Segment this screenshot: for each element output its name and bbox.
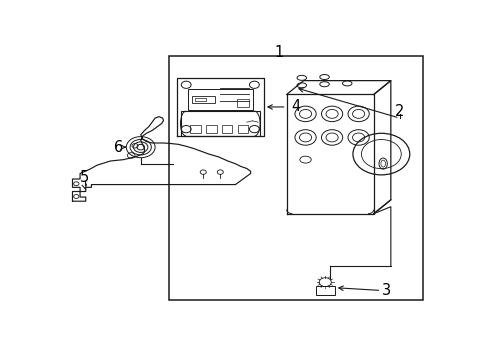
Text: 5: 5	[80, 170, 89, 185]
Text: 4: 4	[291, 99, 300, 114]
Bar	[315, 286, 334, 296]
Text: 3: 3	[381, 283, 390, 298]
Bar	[188, 89, 252, 110]
Bar	[237, 99, 248, 107]
Text: 1: 1	[274, 45, 283, 59]
Bar	[169, 56, 422, 300]
Text: 6: 6	[114, 140, 123, 155]
Text: 2: 2	[394, 104, 404, 118]
Bar	[195, 98, 206, 100]
Bar	[189, 125, 200, 133]
Bar	[191, 96, 214, 103]
Bar	[222, 125, 232, 133]
Bar	[205, 125, 216, 133]
Bar	[237, 125, 248, 133]
Bar	[180, 111, 260, 136]
